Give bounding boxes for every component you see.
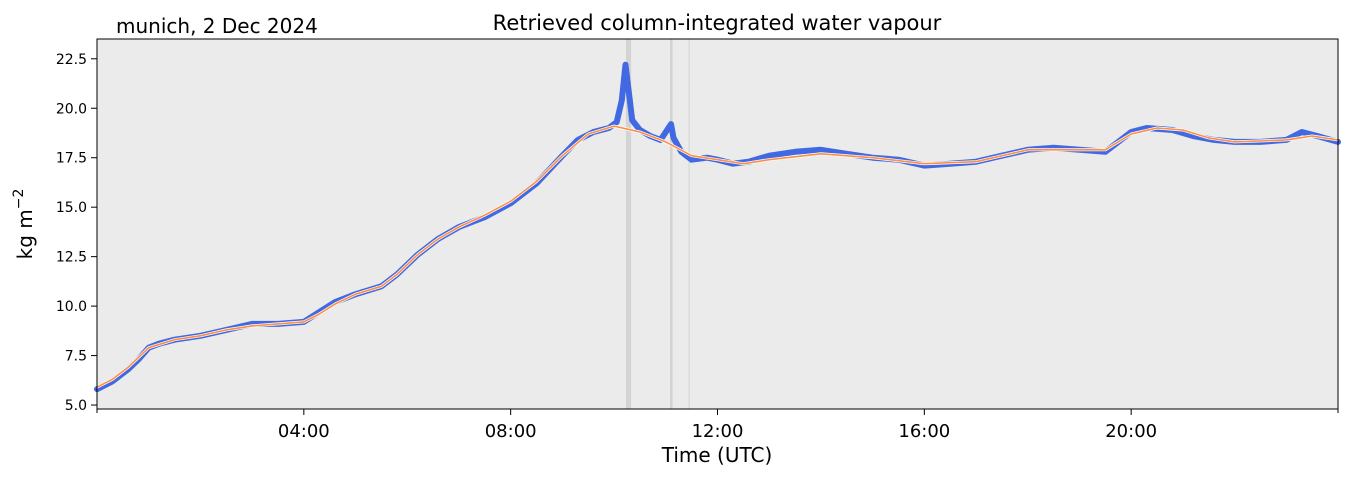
smoothed-retrieval-line xyxy=(96,125,1339,388)
x-axis-ticks: 04:00 08:00 12:00 16:00 20:00 xyxy=(96,409,1339,442)
series-lines xyxy=(94,61,1341,393)
chart-subtitle: munich, 2 Dec 2024 xyxy=(116,14,318,38)
y-tick-label: 10.0 xyxy=(56,299,87,315)
y-tick-label: 22.5 xyxy=(56,52,87,68)
x-axis-label: Time (UTC) xyxy=(661,443,773,467)
y-tick-label: 15.0 xyxy=(56,200,87,216)
plot-background xyxy=(97,39,1338,409)
data-gap-band-3 xyxy=(688,39,690,409)
y-tick-label: 17.5 xyxy=(56,151,87,167)
y-axis-label-unit: kg m xyxy=(13,209,37,259)
x-tick-label: 12:00 xyxy=(692,421,744,442)
data-gap-band-1 xyxy=(625,39,632,409)
x-tick-label: 16:00 xyxy=(898,421,950,442)
x-tick-label: 08:00 xyxy=(485,421,537,442)
y-tick-label: 7.5 xyxy=(65,349,87,365)
x-tick-label: 04:00 xyxy=(278,421,330,442)
y-tick-label: 20.0 xyxy=(56,101,87,117)
gap-bands xyxy=(625,39,690,409)
y-axis-label: kg m−2 xyxy=(11,189,37,260)
y-axis-ticks: 5.0 7.5 10.0 12.5 15.0 17.5 20.0 22.5 xyxy=(56,52,97,414)
y-axis-label-exponent: −2 xyxy=(11,189,27,210)
x-tick-label: 20:00 xyxy=(1105,421,1157,442)
chart-title: Retrieved column-integrated water vapour xyxy=(493,11,942,35)
data-gap-band-2 xyxy=(669,39,673,409)
y-tick-label: 12.5 xyxy=(56,250,87,266)
y-tick-label: 5.0 xyxy=(65,398,87,414)
